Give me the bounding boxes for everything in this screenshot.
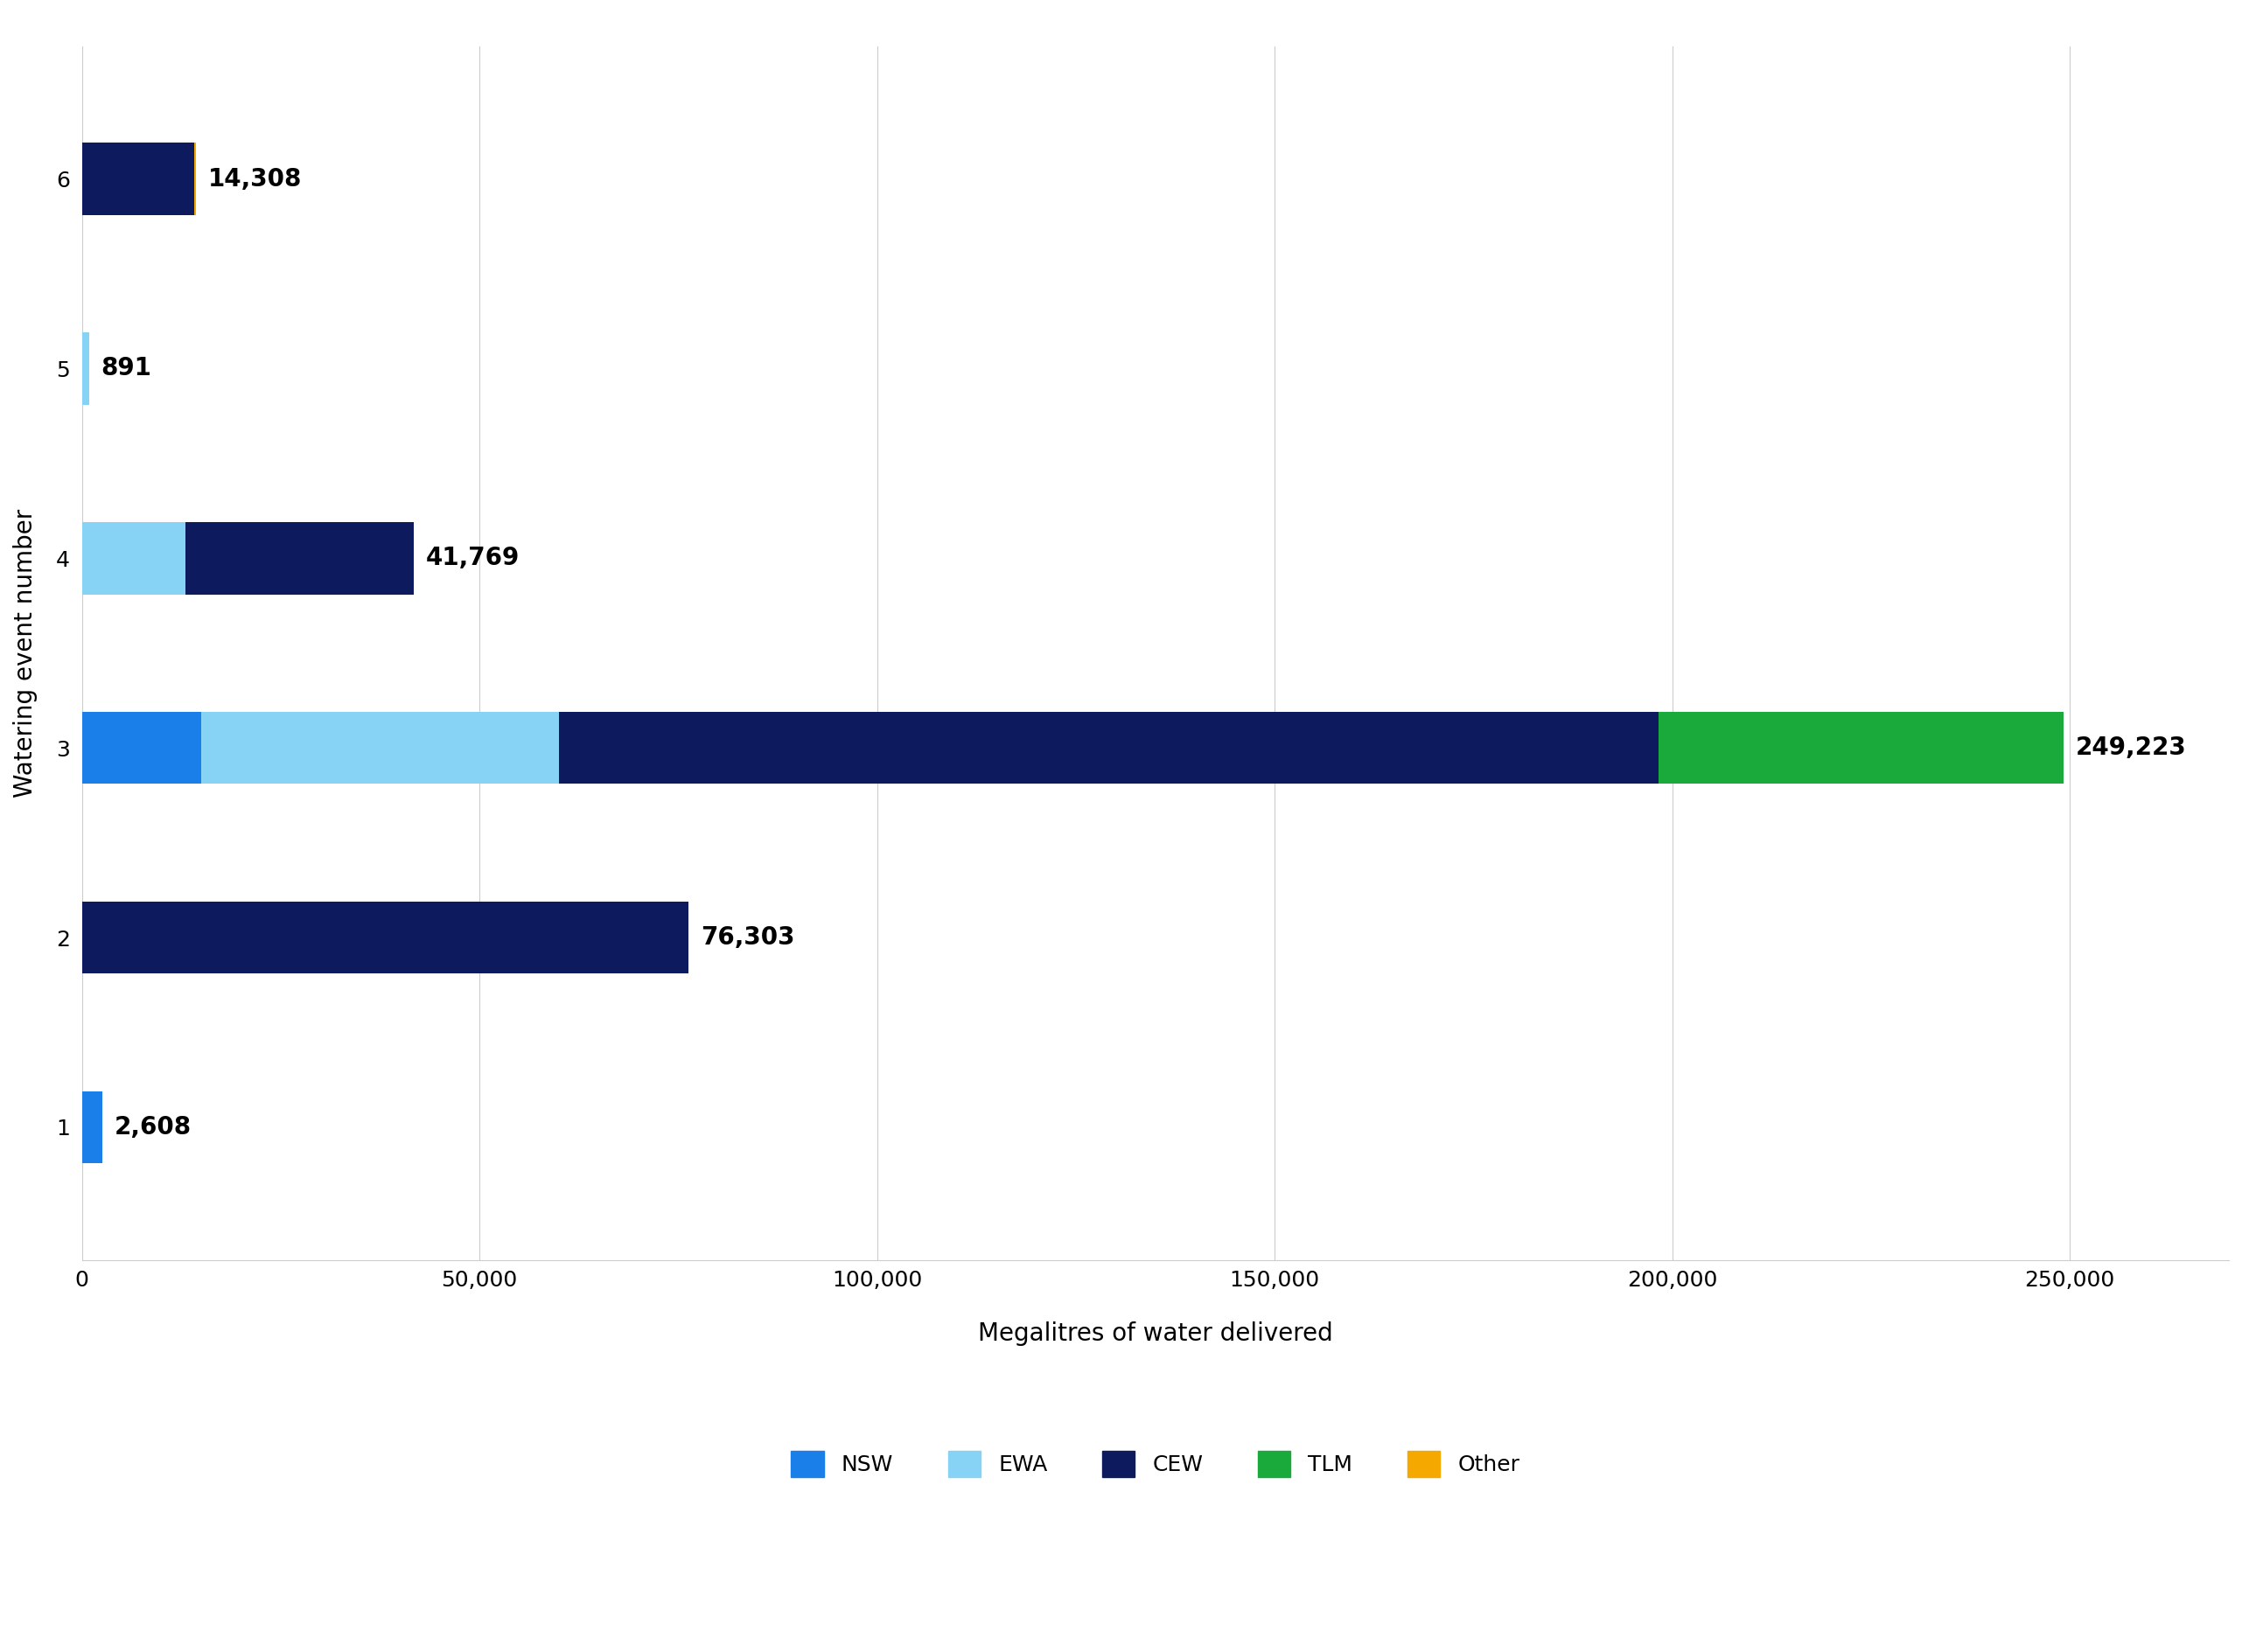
Text: 2,608: 2,608 bbox=[114, 1115, 193, 1140]
Y-axis label: Watering event number: Watering event number bbox=[13, 509, 38, 798]
Bar bbox=[83, 522, 186, 595]
Bar bbox=[83, 332, 90, 405]
Bar bbox=[558, 712, 1659, 785]
Text: 14,308: 14,308 bbox=[209, 167, 303, 192]
Bar bbox=[186, 522, 415, 595]
X-axis label: Megalitres of water delivered: Megalitres of water delivered bbox=[978, 1322, 1334, 1346]
Text: 891: 891 bbox=[101, 357, 152, 382]
Bar bbox=[83, 712, 202, 785]
Text: 41,769: 41,769 bbox=[426, 547, 520, 570]
Bar bbox=[83, 902, 688, 973]
Legend: NSW, EWA, CEW, TLM, Other: NSW, EWA, CEW, TLM, Other bbox=[769, 1429, 1542, 1498]
Bar bbox=[83, 1092, 103, 1163]
Text: 76,303: 76,303 bbox=[702, 925, 794, 950]
Text: 249,223: 249,223 bbox=[2076, 735, 2186, 760]
Bar bbox=[202, 712, 558, 785]
Bar bbox=[83, 142, 195, 215]
Bar bbox=[1659, 712, 2063, 785]
